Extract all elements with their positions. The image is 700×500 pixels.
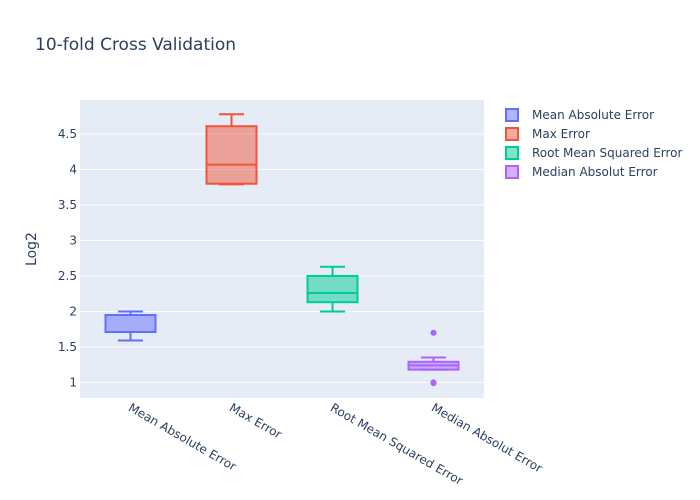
legend-item[interactable]: Median Absolut Error	[505, 165, 658, 179]
box-mean-absolute-error[interactable]	[104, 310, 157, 342]
box-iqr	[306, 274, 359, 304]
box-max-error[interactable]	[205, 113, 258, 186]
y-tick-label: 2.5	[58, 269, 77, 283]
box-iqr	[104, 313, 157, 334]
y-tick-label: 3.5	[58, 198, 77, 212]
legend-swatch	[505, 146, 519, 160]
legend-label: Root Mean Squared Error	[532, 146, 683, 160]
legend-item[interactable]: Root Mean Squared Error	[505, 146, 683, 160]
box-root-mean-squared-error[interactable]	[306, 265, 359, 313]
legend-label: Mean Absolute Error	[532, 108, 654, 122]
x-tick-label: Mean Absolute Error	[126, 400, 239, 473]
legend-item[interactable]: Mean Absolute Error	[505, 108, 654, 122]
box-median-absolut-error[interactable]	[407, 329, 460, 387]
legend-label: Median Absolut Error	[532, 165, 658, 179]
outlier-point	[430, 380, 437, 387]
y-tick-labels: 1 1.5 2 2.5 3 3.5 4 4.5	[58, 127, 77, 389]
y-tick-label: 3	[69, 233, 77, 247]
y-tick-label: 4	[69, 163, 77, 177]
y-tick-label: 1	[69, 375, 77, 389]
legend-label: Max Error	[532, 127, 590, 141]
boxes	[104, 113, 460, 387]
x-tick-label: Max Error	[227, 400, 284, 441]
y-tick-label: 1.5	[58, 340, 77, 354]
legend-item[interactable]: Max Error	[505, 127, 590, 141]
chart-title: 10-fold Cross Validation	[35, 35, 236, 55]
grid-lines	[80, 133, 484, 383]
legend-swatch	[505, 127, 519, 141]
y-tick-label: 2	[69, 304, 77, 318]
legend[interactable]: Mean Absolute Error Max Error Root Mean Sq…	[505, 108, 683, 179]
y-tick-label: 4.5	[58, 127, 77, 141]
outlier-point	[430, 329, 437, 336]
plot-area	[80, 100, 484, 398]
legend-swatch	[505, 108, 519, 122]
y-axis-title: Log2	[24, 232, 40, 266]
box-iqr	[205, 125, 258, 185]
legend-swatch	[505, 165, 519, 179]
